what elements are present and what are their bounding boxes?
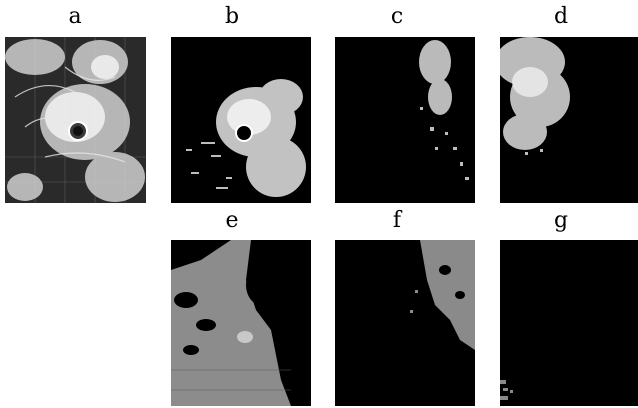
- panel-label-a: a: [68, 4, 82, 29]
- panel-f-image: [335, 240, 475, 406]
- panel-d-image: [500, 37, 638, 203]
- panel-label-c: c: [390, 4, 404, 29]
- panel-label-d: d: [553, 4, 569, 29]
- panel-label-e: e: [225, 208, 239, 233]
- panel-e-image: [171, 240, 311, 406]
- panel-c-image: [335, 37, 475, 203]
- panel-b-image: [171, 37, 311, 203]
- panel-label-f: f: [392, 208, 402, 233]
- panel-label-g: g: [553, 208, 569, 233]
- panel-a-image: [5, 37, 146, 203]
- panel-g-image: [500, 240, 638, 406]
- panel-label-b: b: [224, 4, 240, 29]
